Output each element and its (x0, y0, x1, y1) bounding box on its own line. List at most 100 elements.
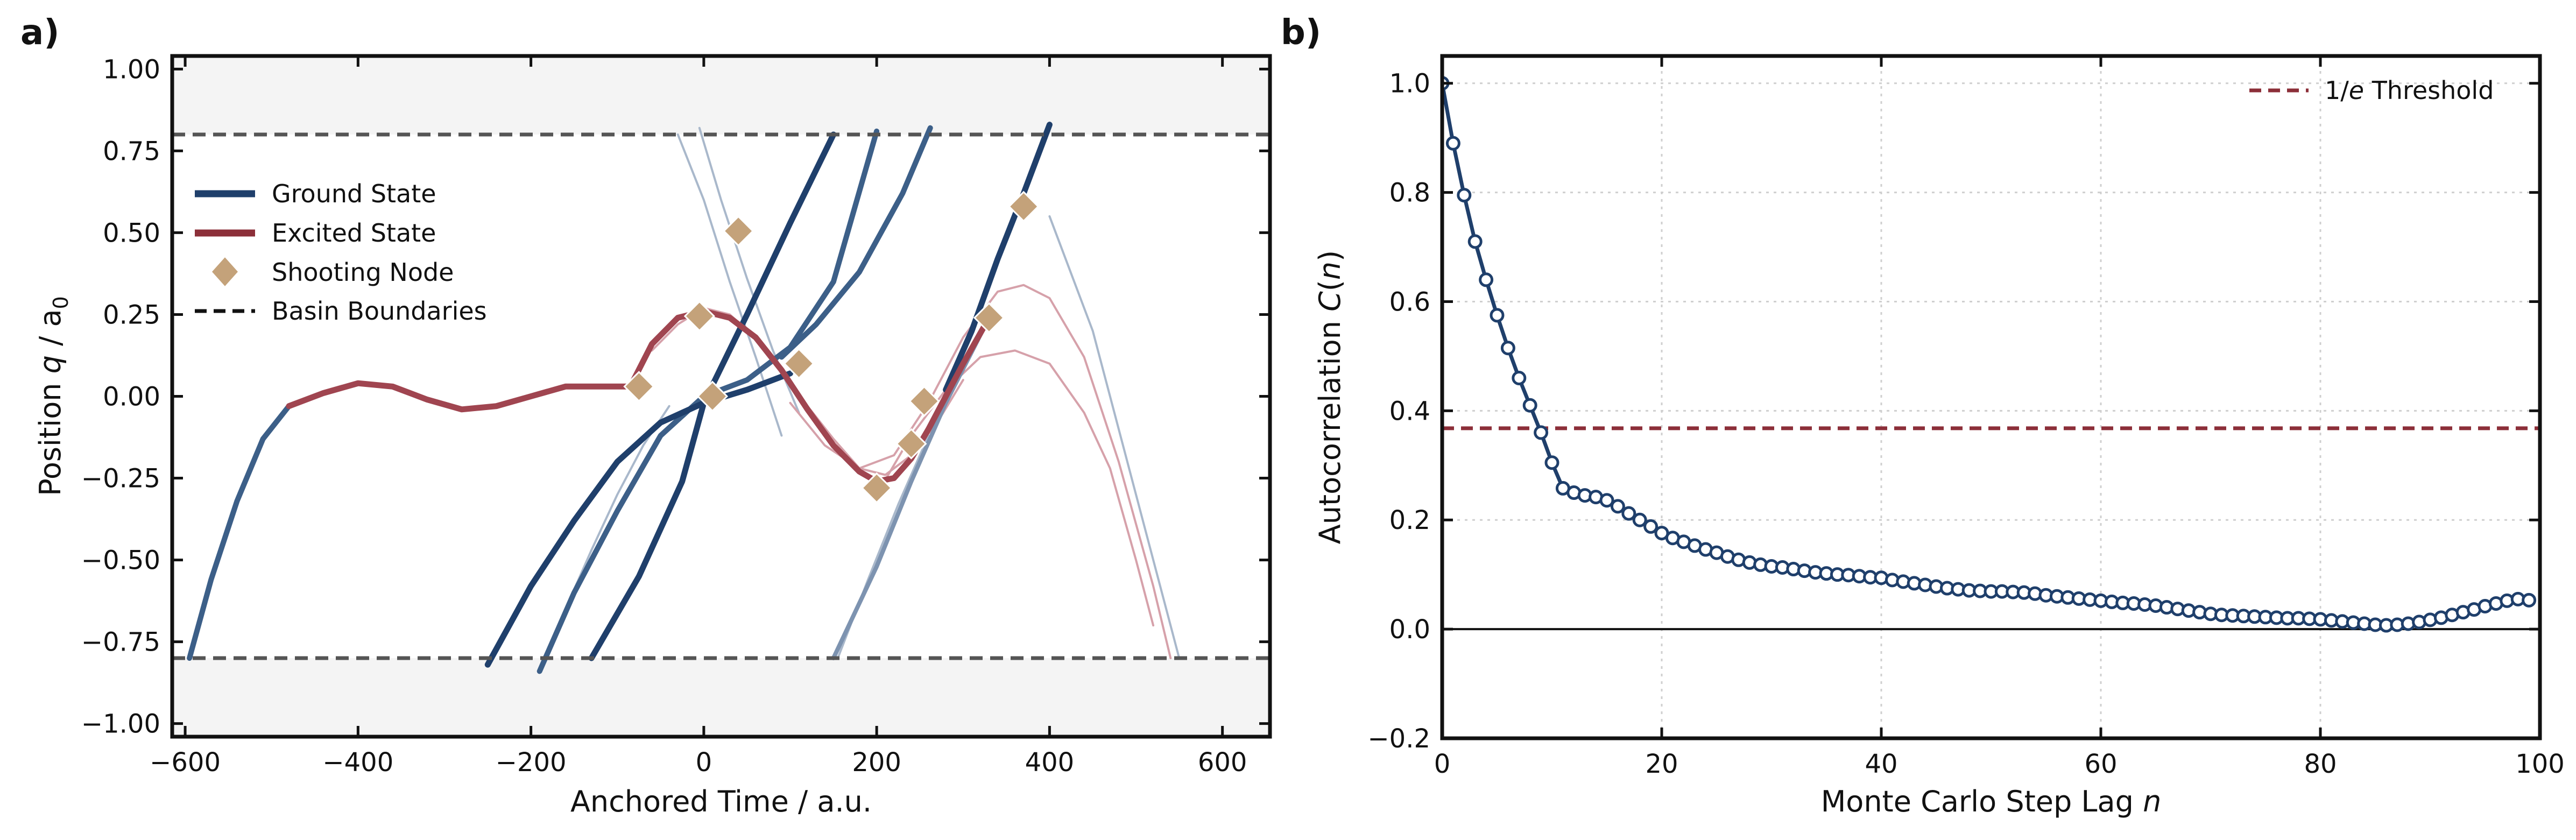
panel-b-ylabel-open: ( (1313, 280, 1347, 291)
panel-a-ylabel-prefix: Position (33, 373, 67, 496)
panel-b-label: b) (1281, 13, 1321, 53)
legend-label-threshold: 1/e Threshold (2325, 76, 2494, 105)
shooting-node (908, 385, 940, 417)
x-tick-label: 0 (1434, 749, 1451, 779)
panel-b-ylabel: Autocorrelation C(n) (1313, 250, 1347, 544)
panel-a-ylabel-var: q (33, 355, 67, 373)
x-tick-label: 600 (1198, 747, 1247, 778)
panel-a-legend: Ground State Excited State Shooting Node… (195, 179, 487, 326)
shooting-node (723, 215, 754, 247)
shooting-node (973, 302, 1005, 334)
y-tick-label: 1.00 (103, 54, 160, 84)
x-tick-label: 20 (1645, 749, 1678, 779)
panel-b-axis-ticks: 0 20 40 60 80 100 −0.2 0.0 0.2 0.4 0.6 0.8 1.0 (1367, 56, 2565, 779)
autocorrelation-point (1643, 519, 1658, 534)
x-tick-label: −200 (496, 747, 567, 778)
panel-b-xlabel: Monte Carlo Step Lag n (1821, 785, 2162, 818)
panel-b-frame (1440, 54, 2542, 740)
y-tick-label: 0.2 (1389, 505, 1430, 535)
panel-b-xlabel-prefix: Monte Carlo Step Lag (1821, 785, 2143, 818)
panel-a-basin-shade-top (172, 56, 1270, 135)
panel-b-legend: 1/e Threshold (2249, 76, 2494, 105)
panel-b-plot-background (1442, 56, 2540, 738)
y-tick-label: 0.4 (1389, 396, 1430, 426)
panel-b-ylabel-close: ) (1313, 250, 1347, 262)
legend-threshold-suffix: Threshold (2364, 76, 2494, 105)
panel-a-shooting-nodes (623, 190, 1040, 504)
ground-state-trajectory-13 (484, 370, 793, 668)
panel-a-ylabel-suffix: / a (33, 309, 67, 355)
autocorrelation-point (1610, 499, 1625, 514)
x-tick-label: 40 (1865, 749, 1897, 779)
x-tick-label: 0 (696, 747, 712, 778)
y-tick-label: 0.0 (1389, 615, 1430, 645)
panel-a-ylabel: Position q / a0 (33, 296, 73, 496)
autocorrelation-point (1479, 272, 1494, 287)
autocorrelation-point (1632, 512, 1647, 527)
autocorrelation-point (1599, 493, 1614, 508)
legend-threshold-prefix: 1/ (2325, 76, 2349, 105)
autocorrelation-point (1522, 398, 1537, 413)
panel-a-basin-shade-bottom (172, 658, 1270, 737)
y-tick-label: 0.25 (103, 300, 160, 330)
y-tick-label: 1.0 (1389, 69, 1430, 99)
ground-state-trajectory-15 (943, 122, 1053, 393)
excited-state-trajectory-16 (286, 380, 638, 413)
shooting-node (696, 380, 729, 412)
x-tick-label: 400 (1025, 747, 1075, 778)
legend-label-ground-state: Ground State (272, 179, 436, 208)
x-tick-label: −400 (322, 747, 393, 778)
shooting-node (683, 300, 715, 332)
autocorrelation-point (2522, 592, 2537, 608)
legend-swatch-shooting-node (209, 255, 241, 289)
panel-a: a) −600 −400 −200 0 200 400 600 −1.00 −0.75 −0.50… (20, 13, 1272, 818)
shooting-node (623, 371, 655, 403)
autocorrelation-point (1467, 234, 1483, 249)
shooting-node (861, 472, 893, 504)
y-tick-label: 0.00 (103, 382, 160, 412)
shooting-node (895, 428, 927, 460)
y-tick-label: −1.00 (81, 709, 160, 739)
panel-b-xlabel-var: n (2143, 785, 2161, 818)
legend-label-excited-state: Excited State (272, 218, 436, 248)
panel-b-reference-lines (1442, 426, 2540, 631)
y-tick-label: −0.2 (1367, 724, 1430, 754)
autocorrelation-point (1490, 308, 1505, 323)
y-tick-label: 0.50 (103, 218, 160, 248)
autocorrelation-point (1621, 506, 1636, 521)
panel-a-xlabel: Anchored Time / a.u. (570, 785, 872, 818)
autocorrelation-point (1500, 341, 1515, 356)
legend-label-shooting-node: Shooting Node (272, 258, 454, 287)
x-tick-label: −600 (150, 747, 221, 778)
shooting-node (783, 348, 815, 379)
legend-label-basin-boundaries: Basin Boundaries (272, 297, 487, 326)
x-tick-label: 200 (852, 747, 901, 778)
autocorrelation-point (1534, 425, 1549, 440)
autocorrelation-point (1512, 370, 1527, 385)
ground-state-trajectory-12 (779, 125, 933, 360)
autocorrelation-point (1544, 455, 1559, 470)
x-tick-label: 60 (2084, 749, 2117, 779)
panel-b: b) 0 20 40 60 80 100 −0.2 0.0 0.2 0.4 0.6 0.8 1.0 Mo… (1281, 13, 2565, 818)
x-tick-label: 80 (2304, 749, 2337, 779)
y-tick-label: 0.8 (1389, 178, 1430, 208)
panel-a-ylabel-sub: 0 (49, 296, 73, 309)
panel-a-axis-ticks: −600 −400 −200 0 200 400 600 −1.00 −0.75 −0.50 −0.… (81, 54, 1270, 778)
shooting-node (1008, 190, 1040, 222)
ground-state-trajectory-4 (1048, 215, 1181, 659)
y-tick-label: −0.50 (81, 546, 160, 576)
y-tick-label: 0.6 (1389, 287, 1430, 317)
panel-b-series (1442, 76, 2537, 633)
y-tick-label: 0.75 (103, 136, 160, 166)
autocorrelation-point (1457, 188, 1472, 203)
legend-threshold-var: e (2349, 76, 2364, 105)
panel-a-label: a) (20, 13, 59, 53)
panel-b-ylabel-func: C (1313, 291, 1347, 312)
panel-b-ylabel-prefix: Autocorrelation (1313, 312, 1347, 544)
y-tick-label: −0.75 (81, 627, 160, 658)
y-tick-label: −0.25 (81, 464, 160, 494)
panel-b-ylabel-var: n (1313, 262, 1347, 280)
x-tick-label: 100 (2515, 749, 2565, 779)
ground-state-trajectory-10 (187, 403, 292, 661)
